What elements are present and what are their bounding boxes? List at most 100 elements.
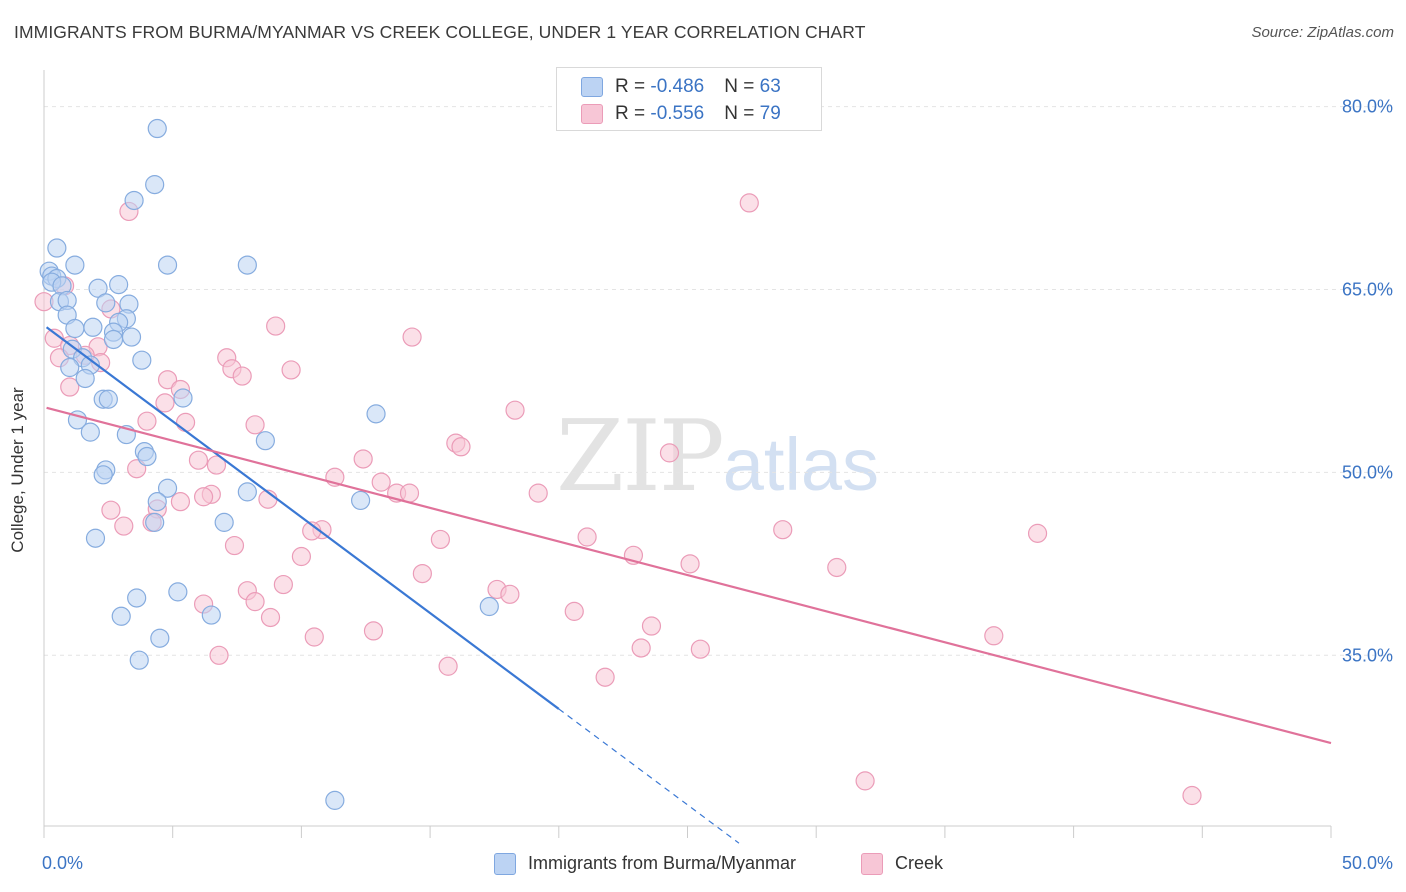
point-creek xyxy=(175,412,196,432)
point-burma xyxy=(121,327,142,347)
point-burma xyxy=(157,255,178,275)
point-creek xyxy=(739,193,759,213)
point-creek xyxy=(188,450,209,470)
point-creek xyxy=(500,584,520,604)
point-creek xyxy=(60,377,80,397)
chart-title: IMMIGRANTS FROM BURMA/MYANMAR VS CREEK C… xyxy=(14,22,866,42)
r-value: -0.556 xyxy=(650,103,705,124)
watermark: ZIPatlas xyxy=(556,400,879,514)
point-burma xyxy=(145,175,165,195)
trend-line-creek xyxy=(46,406,1332,745)
point-creek xyxy=(137,411,157,431)
watermark-zip: ZIP xyxy=(556,400,725,514)
point-burma xyxy=(60,357,80,378)
point-creek xyxy=(291,546,311,567)
y-axis-label: College, Under 1 year xyxy=(8,387,27,553)
point-burma xyxy=(479,596,499,617)
point-burma xyxy=(255,431,275,451)
source-label: Source: ZipAtlas.com xyxy=(1251,24,1394,41)
point-creek xyxy=(232,366,252,386)
point-burma xyxy=(147,118,167,139)
point-burma xyxy=(85,528,106,548)
point-burma xyxy=(65,318,85,339)
y-tick-label: 65.0% xyxy=(1342,279,1393,299)
point-creek xyxy=(641,616,662,636)
point-burma xyxy=(168,582,188,602)
point-creek xyxy=(659,443,680,463)
n-value: 79 xyxy=(759,103,781,124)
correlation-legend: R = -0.486 N = 63 R = -0.556 N = 79 xyxy=(556,67,822,131)
point-burma xyxy=(147,492,167,512)
point-creek xyxy=(281,360,301,380)
point-creek xyxy=(1182,785,1202,806)
point-creek xyxy=(773,520,793,540)
point-burma xyxy=(214,512,234,532)
point-creek xyxy=(157,370,178,390)
point-creek xyxy=(273,574,293,595)
point-creek xyxy=(564,601,584,621)
point-burma xyxy=(47,238,67,258)
point-creek xyxy=(984,626,1004,646)
point-burma xyxy=(124,190,144,211)
legend-label: Creek xyxy=(895,853,944,873)
point-creek xyxy=(44,328,64,348)
point-creek xyxy=(224,535,245,556)
trend-line-burma-extension xyxy=(558,708,740,844)
point-creek xyxy=(245,415,265,435)
point-creek xyxy=(353,449,373,469)
point-creek xyxy=(170,492,191,512)
point-creek xyxy=(827,557,847,578)
point-burma xyxy=(80,422,100,442)
point-burma xyxy=(351,490,371,511)
legend-swatch-blue xyxy=(494,853,516,875)
point-creek xyxy=(631,638,651,658)
point-burma xyxy=(237,255,257,275)
point-burma xyxy=(109,275,129,295)
point-burma xyxy=(201,605,221,625)
point-creek xyxy=(690,639,710,659)
legend-stat-text: R = -0.486 N = 63 xyxy=(615,76,781,97)
point-creek xyxy=(1027,523,1048,543)
point-creek xyxy=(209,645,229,665)
point-burma xyxy=(75,368,95,389)
point-creek xyxy=(363,621,384,641)
r-value: -0.486 xyxy=(650,76,705,97)
point-burma xyxy=(98,389,118,409)
point-creek xyxy=(193,487,214,507)
legend-label: Immigrants from Burma/Myanmar xyxy=(528,853,797,873)
point-burma xyxy=(145,512,165,532)
x-tick-label: 0.0% xyxy=(42,853,83,873)
point-creek xyxy=(402,327,422,347)
legend-swatch-pink xyxy=(581,104,603,124)
point-burma xyxy=(157,478,178,498)
legend-swatch-pink xyxy=(861,853,883,875)
point-creek xyxy=(505,400,525,420)
point-creek xyxy=(260,607,281,628)
point-creek xyxy=(438,656,458,676)
point-burma xyxy=(366,404,386,424)
trend-line-burma xyxy=(45,326,560,710)
point-burma xyxy=(103,329,124,350)
point-burma xyxy=(150,628,170,648)
y-tick-label: 50.0% xyxy=(1342,462,1393,482)
n-value: 63 xyxy=(759,76,781,97)
point-creek xyxy=(266,316,286,336)
point-creek xyxy=(680,554,700,574)
point-creek xyxy=(430,529,450,550)
point-creek xyxy=(101,500,121,520)
legend-stat-text: R = -0.556 N = 79 xyxy=(615,103,781,124)
point-creek xyxy=(371,472,391,492)
point-burma xyxy=(237,482,257,502)
point-creek xyxy=(245,592,265,612)
point-burma xyxy=(325,790,345,810)
point-burma xyxy=(65,255,85,275)
x-tick-label: 50.0% xyxy=(1342,853,1393,873)
point-creek xyxy=(577,527,597,547)
watermark-atlas: atlas xyxy=(722,423,880,506)
point-creek xyxy=(127,459,147,479)
point-creek xyxy=(528,483,548,503)
point-burma xyxy=(96,293,116,313)
point-creek xyxy=(855,771,875,791)
point-creek xyxy=(399,483,420,503)
